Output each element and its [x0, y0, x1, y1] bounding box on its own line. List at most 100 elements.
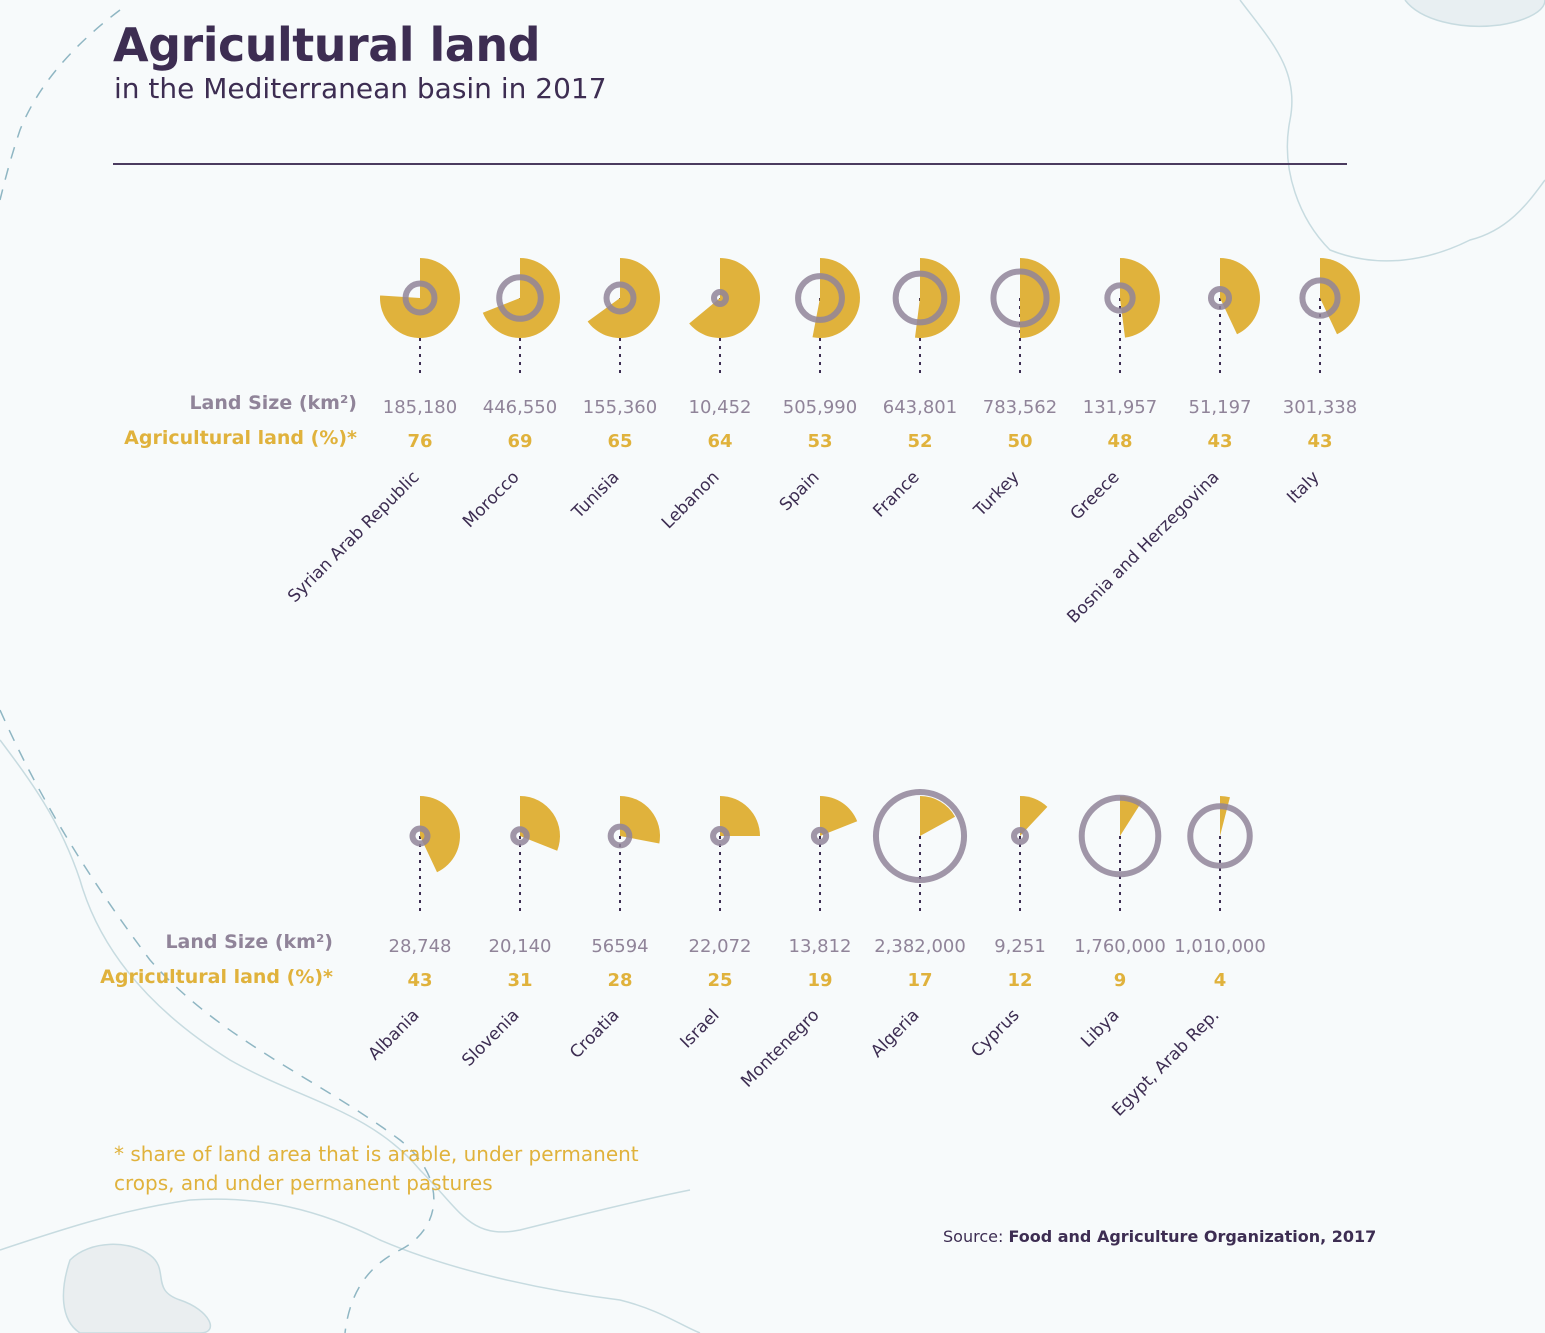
land-size-ring — [810, 826, 830, 846]
land-size-ring — [892, 270, 948, 326]
agri-pct-value: 52 — [907, 431, 932, 452]
agri-pct-value: 64 — [707, 431, 732, 452]
land-size-row-label-2: Land Size (km²) — [165, 931, 333, 953]
country-name: Greece — [1067, 467, 1124, 524]
country-mark-israel — [710, 796, 760, 912]
land-size-value: 13,812 — [789, 936, 852, 957]
coastline-top-right — [1239, 0, 1545, 262]
agri-pct-value: 12 — [1007, 970, 1032, 991]
land-size-value: 10,452 — [689, 397, 752, 418]
land-size-value: 9,251 — [994, 936, 1046, 957]
agri-wedge — [1020, 796, 1048, 836]
country-mark-morocco — [482, 258, 561, 373]
country-mark-egypt-arab-rep- — [1187, 796, 1253, 912]
country-name: Croatia — [566, 1005, 623, 1062]
country-mark-libya — [1078, 794, 1162, 912]
country-mark-syrian-arab-republic — [380, 258, 461, 373]
title-divider — [113, 163, 1347, 165]
country-name: Libya — [1077, 1005, 1123, 1051]
country-mark-tunisia — [587, 258, 661, 373]
land-size-value: 643,801 — [883, 397, 957, 418]
land-size-value: 1,760,000 — [1074, 936, 1166, 957]
land-size-value: 155,360 — [583, 397, 657, 418]
island-bottom-left — [62, 1243, 212, 1333]
agri-wedge — [920, 796, 956, 836]
land-size-ring — [1187, 803, 1253, 869]
page-subtitle: in the Mediterranean basin in 2017 — [114, 72, 607, 105]
agri-pct-value: 17 — [907, 970, 932, 991]
country-name: Tunisia — [568, 467, 624, 523]
page-title: Agricultural land — [113, 18, 541, 72]
country-name: France — [869, 467, 923, 521]
land-size-ring — [711, 289, 729, 307]
land-size-ring — [795, 273, 845, 323]
country-mark-albania — [409, 796, 460, 912]
land-size-value: 51,197 — [1189, 397, 1252, 418]
land-size-ring — [496, 274, 544, 322]
country-name: Morocco — [459, 467, 523, 531]
land-size-value: 185,180 — [383, 397, 457, 418]
land-size-ring — [1011, 827, 1029, 845]
island-top-right — [1404, 0, 1545, 28]
coastline-left — [0, 739, 691, 1233]
agri-wedge — [420, 796, 460, 873]
agri-pct-value: 25 — [707, 970, 732, 991]
land-size-ring — [1299, 277, 1341, 319]
agri-pct-value: 50 — [1007, 431, 1032, 452]
land-size-value: 301,338 — [1283, 397, 1357, 418]
country-name: Egypt, Arab Rep. — [1108, 1005, 1223, 1120]
agri-row-label-2: Agricultural land (%)* — [100, 966, 333, 988]
country-name: Syrian Arab Republic — [284, 467, 423, 606]
footnote: * share of land area that is arable, und… — [114, 1142, 639, 1195]
land-size-value: 783,562 — [983, 397, 1057, 418]
agri-pct-value: 65 — [607, 431, 632, 452]
agri-pct-value: 9 — [1114, 970, 1127, 991]
land-size-value: 22,072 — [689, 936, 752, 957]
agri-wedge — [520, 796, 560, 851]
land-size-ring — [1207, 285, 1233, 311]
land-size-ring — [402, 280, 438, 316]
country-mark-croatia — [607, 796, 660, 912]
agri-pct-value: 43 — [407, 970, 432, 991]
agri-wedge — [1220, 796, 1230, 836]
agri-wedge — [620, 796, 660, 844]
agri-row-label-1: Agricultural land (%)* — [124, 427, 357, 449]
land-size-ring — [1104, 282, 1136, 314]
country-mark-montenegro — [810, 796, 858, 912]
country-name: Slovenia — [458, 1005, 523, 1070]
land-size-ring — [603, 281, 637, 315]
country-name: Israel — [677, 1005, 724, 1052]
agri-pct-value: 28 — [607, 970, 632, 991]
land-size-ring — [1078, 794, 1162, 878]
agri-wedge — [1120, 796, 1142, 836]
agri-wedge — [1120, 258, 1160, 338]
land-size-value: 131,957 — [1083, 397, 1157, 418]
agri-wedge — [1020, 258, 1060, 338]
country-name: Cyprus — [967, 1005, 1023, 1061]
agri-pct-value: 19 — [807, 970, 832, 991]
dashed-route-left — [0, 709, 435, 1333]
country-name: Montenegro — [737, 1005, 823, 1091]
land-size-value: 2,382,000 — [874, 936, 966, 957]
agri-pct-value: 31 — [507, 970, 532, 991]
country-mark-bosnia-and-herzegovina — [1207, 258, 1260, 373]
land-size-ring — [872, 788, 968, 884]
agri-pct-value: 4 — [1214, 970, 1227, 991]
dashed-route-top — [0, 9, 121, 201]
country-mark-italy — [1299, 258, 1360, 373]
agri-pct-value: 53 — [807, 431, 832, 452]
country-name: Algeria — [867, 1005, 923, 1061]
country-mark-lebanon — [689, 258, 760, 373]
land-size-ring — [710, 826, 730, 846]
agri-wedge — [482, 258, 561, 339]
land-size-ring — [510, 826, 530, 846]
land-size-value: 20,140 — [489, 936, 552, 957]
country-mark-cyprus — [1011, 796, 1048, 912]
agri-wedge — [380, 258, 461, 338]
agri-pct-value: 69 — [507, 431, 532, 452]
source-name: Food and Agriculture Organization, 2017 — [1008, 1227, 1377, 1246]
country-mark-slovenia — [510, 796, 560, 912]
land-size-value: 28,748 — [389, 936, 452, 957]
